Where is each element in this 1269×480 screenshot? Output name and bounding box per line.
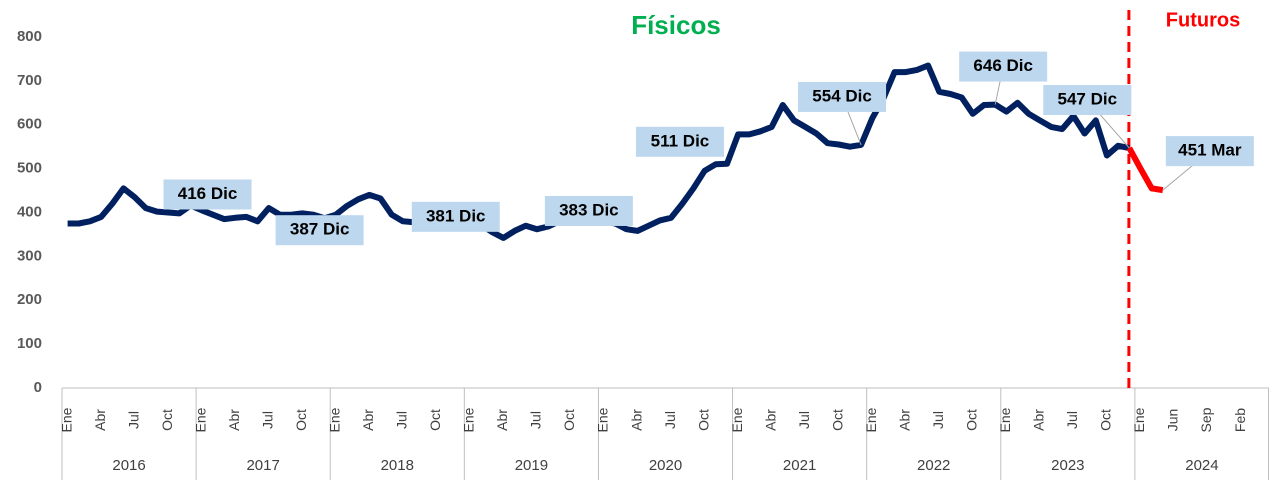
label-box bbox=[1043, 85, 1132, 116]
year-label: 2020 bbox=[649, 457, 682, 474]
x-tick-label: Ene bbox=[863, 407, 879, 432]
x-tick-label: Oct bbox=[695, 409, 711, 431]
chart-subtitle: Futuros bbox=[1166, 9, 1240, 31]
y-tick-label: 800 bbox=[17, 28, 42, 45]
x-tick-label: Jul bbox=[528, 411, 544, 429]
data-label: 646 Dic bbox=[973, 56, 1033, 75]
year-label: 2021 bbox=[783, 457, 816, 474]
label-box bbox=[1165, 136, 1254, 167]
data-label: 416 Dic bbox=[178, 184, 238, 203]
y-tick-label: 300 bbox=[17, 247, 42, 264]
x-tick-label: Abr bbox=[628, 409, 644, 431]
x-tick-label: Oct bbox=[293, 409, 309, 431]
year-label: 2017 bbox=[246, 457, 279, 474]
label-box bbox=[163, 179, 252, 210]
data-label: 381 Dic bbox=[426, 206, 486, 225]
label-box bbox=[411, 201, 500, 232]
y-tick-label: 600 bbox=[17, 116, 42, 133]
label-box bbox=[275, 215, 364, 246]
x-tick-label: Oct bbox=[561, 409, 577, 431]
x-tick-label: Oct bbox=[427, 409, 443, 431]
y-tick-label: 700 bbox=[17, 72, 42, 89]
year-label: 2024 bbox=[1185, 457, 1218, 474]
year-label: 2023 bbox=[1051, 457, 1084, 474]
x-tick-label: Jul bbox=[930, 411, 946, 429]
x-tick-label: Ene bbox=[192, 407, 208, 432]
label-box bbox=[635, 126, 724, 157]
x-tick-label: Oct bbox=[964, 409, 980, 431]
data-label: 387 Dic bbox=[290, 220, 350, 239]
label-box bbox=[798, 81, 887, 112]
x-tick-label: Jul bbox=[259, 411, 275, 429]
x-tick-label: Jul bbox=[662, 411, 678, 429]
chart-title: Físicos bbox=[631, 10, 721, 40]
year-label: 2018 bbox=[381, 457, 414, 474]
year-label: 2019 bbox=[515, 457, 548, 474]
x-tick-label: Abr bbox=[762, 409, 778, 431]
data-label: 383 Dic bbox=[559, 200, 619, 219]
y-tick-label: 500 bbox=[17, 160, 42, 177]
label-box bbox=[959, 51, 1048, 82]
x-tick-label: Jul bbox=[125, 411, 141, 429]
data-label: 547 Dic bbox=[1058, 89, 1118, 108]
x-tick-label: Ene bbox=[58, 407, 74, 432]
y-tick-label: 200 bbox=[17, 291, 42, 308]
x-tick-label: Abr bbox=[1031, 409, 1047, 431]
data-label: 554 Dic bbox=[812, 86, 872, 105]
x-tick-label: Ene bbox=[327, 407, 343, 432]
x-tick-label: Jul bbox=[394, 411, 410, 429]
year-label: 2022 bbox=[917, 457, 950, 474]
year-label: 2016 bbox=[112, 457, 145, 474]
x-tick-label: Ene bbox=[1131, 407, 1147, 432]
x-tick-label: Ene bbox=[595, 407, 611, 432]
x-tick-label: Ene bbox=[461, 407, 477, 432]
x-tick-label: Jun bbox=[1165, 409, 1181, 432]
x-tick-label: Oct bbox=[1098, 409, 1114, 431]
x-tick-label: Abr bbox=[92, 409, 108, 431]
x-tick-label: Oct bbox=[829, 409, 845, 431]
x-tick-label: Abr bbox=[494, 409, 510, 431]
data-label: 511 Dic bbox=[651, 131, 710, 150]
x-tick-label: Ene bbox=[729, 407, 745, 432]
data-label: 451 Mar bbox=[1178, 141, 1242, 160]
x-tick-label: Abr bbox=[226, 409, 242, 431]
x-tick-label: Jul bbox=[1064, 411, 1080, 429]
x-tick-label: Feb bbox=[1232, 408, 1248, 432]
y-tick-label: 100 bbox=[17, 335, 42, 352]
x-tick-label: Ene bbox=[997, 407, 1013, 432]
x-tick-label: Jul bbox=[796, 411, 812, 429]
x-tick-label: Abr bbox=[360, 409, 376, 431]
x-tick-label: Sep bbox=[1198, 407, 1214, 432]
y-tick-label: 400 bbox=[17, 203, 42, 220]
label-box bbox=[544, 195, 633, 226]
series-line bbox=[1126, 146, 1164, 194]
x-tick-label: Oct bbox=[159, 409, 175, 431]
y-tick-label: 0 bbox=[34, 379, 42, 396]
x-tick-label: Abr bbox=[896, 409, 912, 431]
